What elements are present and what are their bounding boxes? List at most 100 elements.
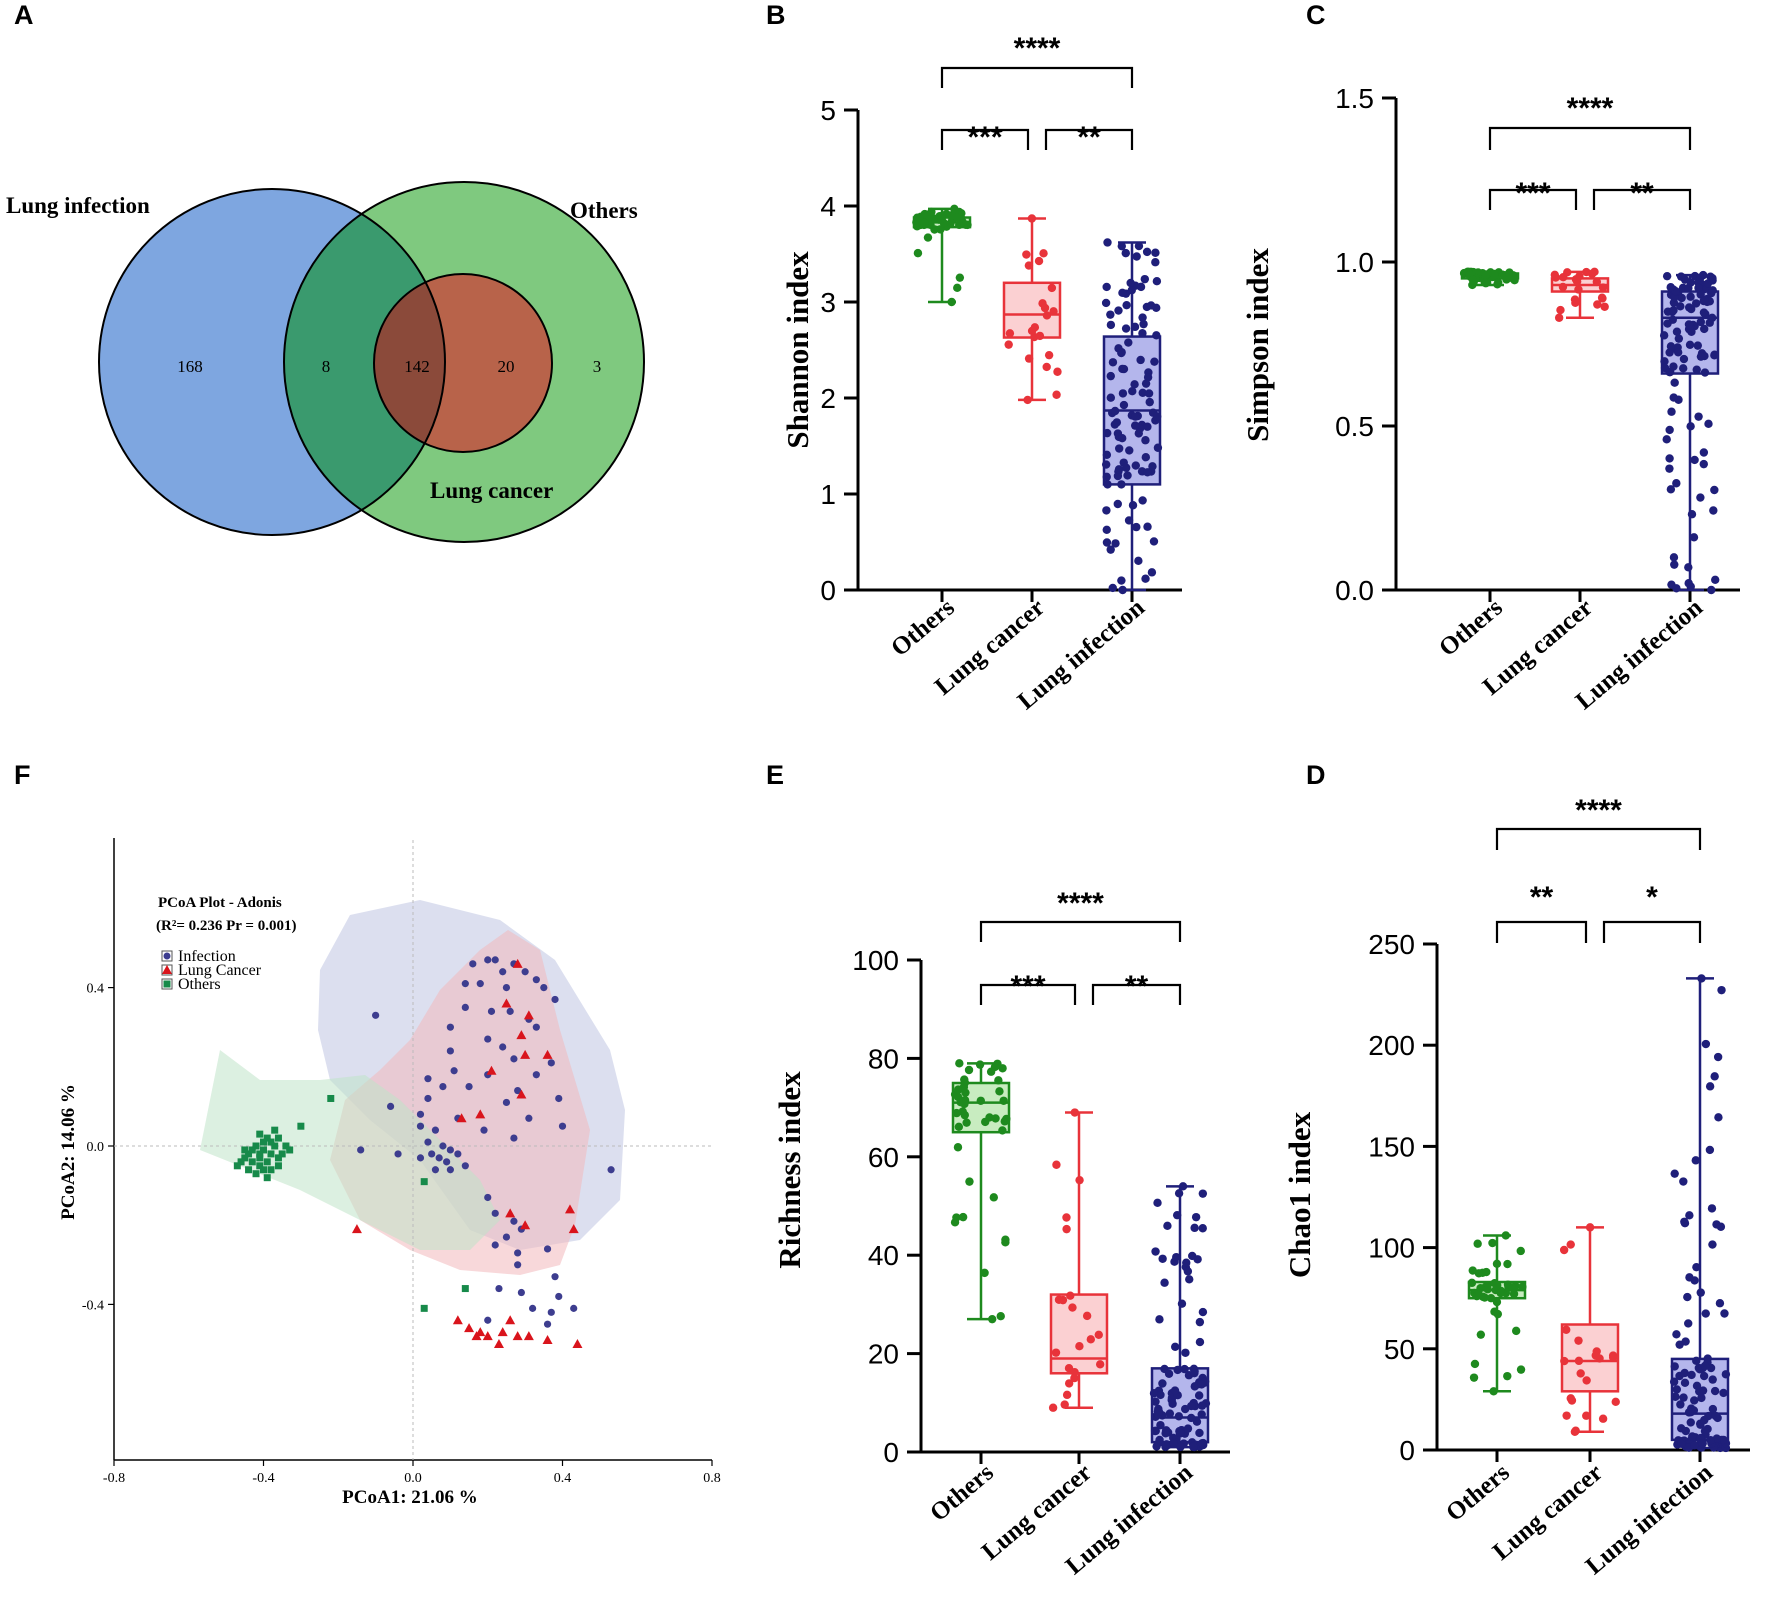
data-point — [1162, 1440, 1171, 1449]
data-point — [1103, 238, 1112, 247]
pcoa-point-infection — [386, 1102, 395, 1110]
data-point — [965, 1177, 974, 1186]
pcoa-point-others — [248, 1146, 256, 1154]
data-point — [1064, 1379, 1074, 1388]
pcoa-point-infection — [555, 1094, 563, 1103]
pcoa-point-others — [241, 1154, 249, 1162]
data-point — [1681, 1426, 1691, 1436]
data-point — [1095, 1360, 1105, 1369]
data-point — [1054, 1295, 1064, 1304]
pcoa-point-cancer — [493, 1339, 504, 1348]
data-point — [1560, 1356, 1569, 1366]
data-point — [1114, 444, 1124, 453]
data-point — [1122, 300, 1131, 310]
data-point — [1708, 1375, 1717, 1384]
pcoa-point-infection — [357, 1146, 365, 1154]
data-point — [1707, 313, 1717, 323]
data-point — [1198, 1189, 1208, 1198]
data-point — [1690, 455, 1699, 465]
data-point — [1150, 1426, 1160, 1436]
data-point — [1669, 1377, 1679, 1386]
data-point — [1004, 340, 1013, 349]
data-point — [1677, 293, 1686, 303]
data-point — [1161, 1429, 1170, 1438]
significance-stars: *** — [1010, 970, 1045, 1003]
data-point — [964, 1065, 974, 1075]
pcoa-point-others — [233, 1162, 241, 1170]
data-point — [1714, 1113, 1723, 1122]
data-point — [1153, 1198, 1162, 1208]
data-point — [1694, 283, 1703, 293]
data-point — [1481, 270, 1490, 279]
data-point — [1169, 1439, 1179, 1449]
pcoa-point-infection — [428, 1150, 436, 1158]
data-point — [1153, 443, 1163, 452]
y-tick-label: 20 — [868, 1339, 899, 1370]
pcoa-point-infection — [514, 1249, 522, 1257]
data-point — [960, 1110, 969, 1120]
data-point — [1562, 1411, 1571, 1420]
data-point — [1701, 1309, 1710, 1318]
data-point — [1106, 545, 1115, 554]
data-point — [1034, 256, 1044, 266]
y-tick-label: 80 — [868, 1043, 899, 1074]
data-point — [1699, 308, 1709, 317]
data-point — [1501, 1231, 1511, 1240]
pcoa-point-infection — [532, 1071, 540, 1079]
data-point — [1113, 471, 1123, 481]
data-point — [1022, 250, 1031, 259]
significance-bracket — [1495, 920, 1588, 943]
pcoa-point-infection — [502, 1098, 511, 1107]
pcoa-point-cancer — [452, 1315, 463, 1325]
data-point — [1679, 354, 1689, 364]
significance-stars: ** — [1077, 121, 1101, 154]
data-point — [1127, 286, 1136, 295]
data-point — [954, 1085, 963, 1094]
data-point — [1476, 1283, 1485, 1293]
data-point — [1692, 1262, 1701, 1272]
data-point — [1672, 584, 1681, 593]
pcoa-point-others — [274, 1162, 282, 1170]
data-point — [1705, 1145, 1715, 1155]
y-tick-label: 50 — [1384, 1334, 1415, 1365]
significance-stars: *** — [1515, 177, 1550, 210]
data-point — [1600, 302, 1609, 311]
pcoa-point-others — [267, 1166, 275, 1174]
pcoa-point-others — [271, 1142, 279, 1150]
data-point — [1711, 1411, 1720, 1421]
data-point — [1062, 1390, 1072, 1400]
pcoa-point-others — [248, 1158, 256, 1166]
data-point — [1181, 1348, 1190, 1357]
y-tick-label: 200 — [1368, 1030, 1415, 1061]
data-point — [1686, 1418, 1695, 1427]
pcoa-x-tick-label: 0.8 — [703, 1471, 721, 1486]
data-point — [1141, 379, 1151, 388]
y-axis-label: Chao1 index — [1282, 1111, 1317, 1278]
data-point — [1062, 1213, 1071, 1222]
data-point — [1141, 453, 1151, 462]
data-point — [1039, 249, 1048, 258]
y-tick-label: 100 — [852, 945, 899, 976]
data-point — [1172, 1210, 1182, 1220]
data-point — [1049, 307, 1058, 316]
pcoa-point-cancer — [564, 1204, 575, 1214]
data-point — [1145, 397, 1154, 407]
data-point — [1687, 1370, 1696, 1380]
pcoa-point-others — [274, 1134, 282, 1142]
data-point — [1574, 1336, 1583, 1345]
data-point — [1110, 406, 1120, 416]
data-point — [1001, 1235, 1010, 1244]
data-point — [1189, 1442, 1198, 1452]
data-point — [1070, 1373, 1079, 1383]
data-point — [1155, 1315, 1164, 1324]
pcoa-point-infection — [476, 980, 484, 988]
pcoa-point-infection — [517, 1288, 525, 1297]
y-tick-label: 100 — [1368, 1233, 1415, 1264]
pcoa-point-infection — [454, 1150, 462, 1158]
data-point — [1665, 464, 1674, 473]
data-point — [1684, 1408, 1694, 1417]
data-point — [1690, 1441, 1699, 1450]
pcoa-point-infection — [424, 1094, 432, 1103]
pcoa-point-cancer — [486, 1065, 497, 1075]
data-point — [1598, 283, 1608, 292]
